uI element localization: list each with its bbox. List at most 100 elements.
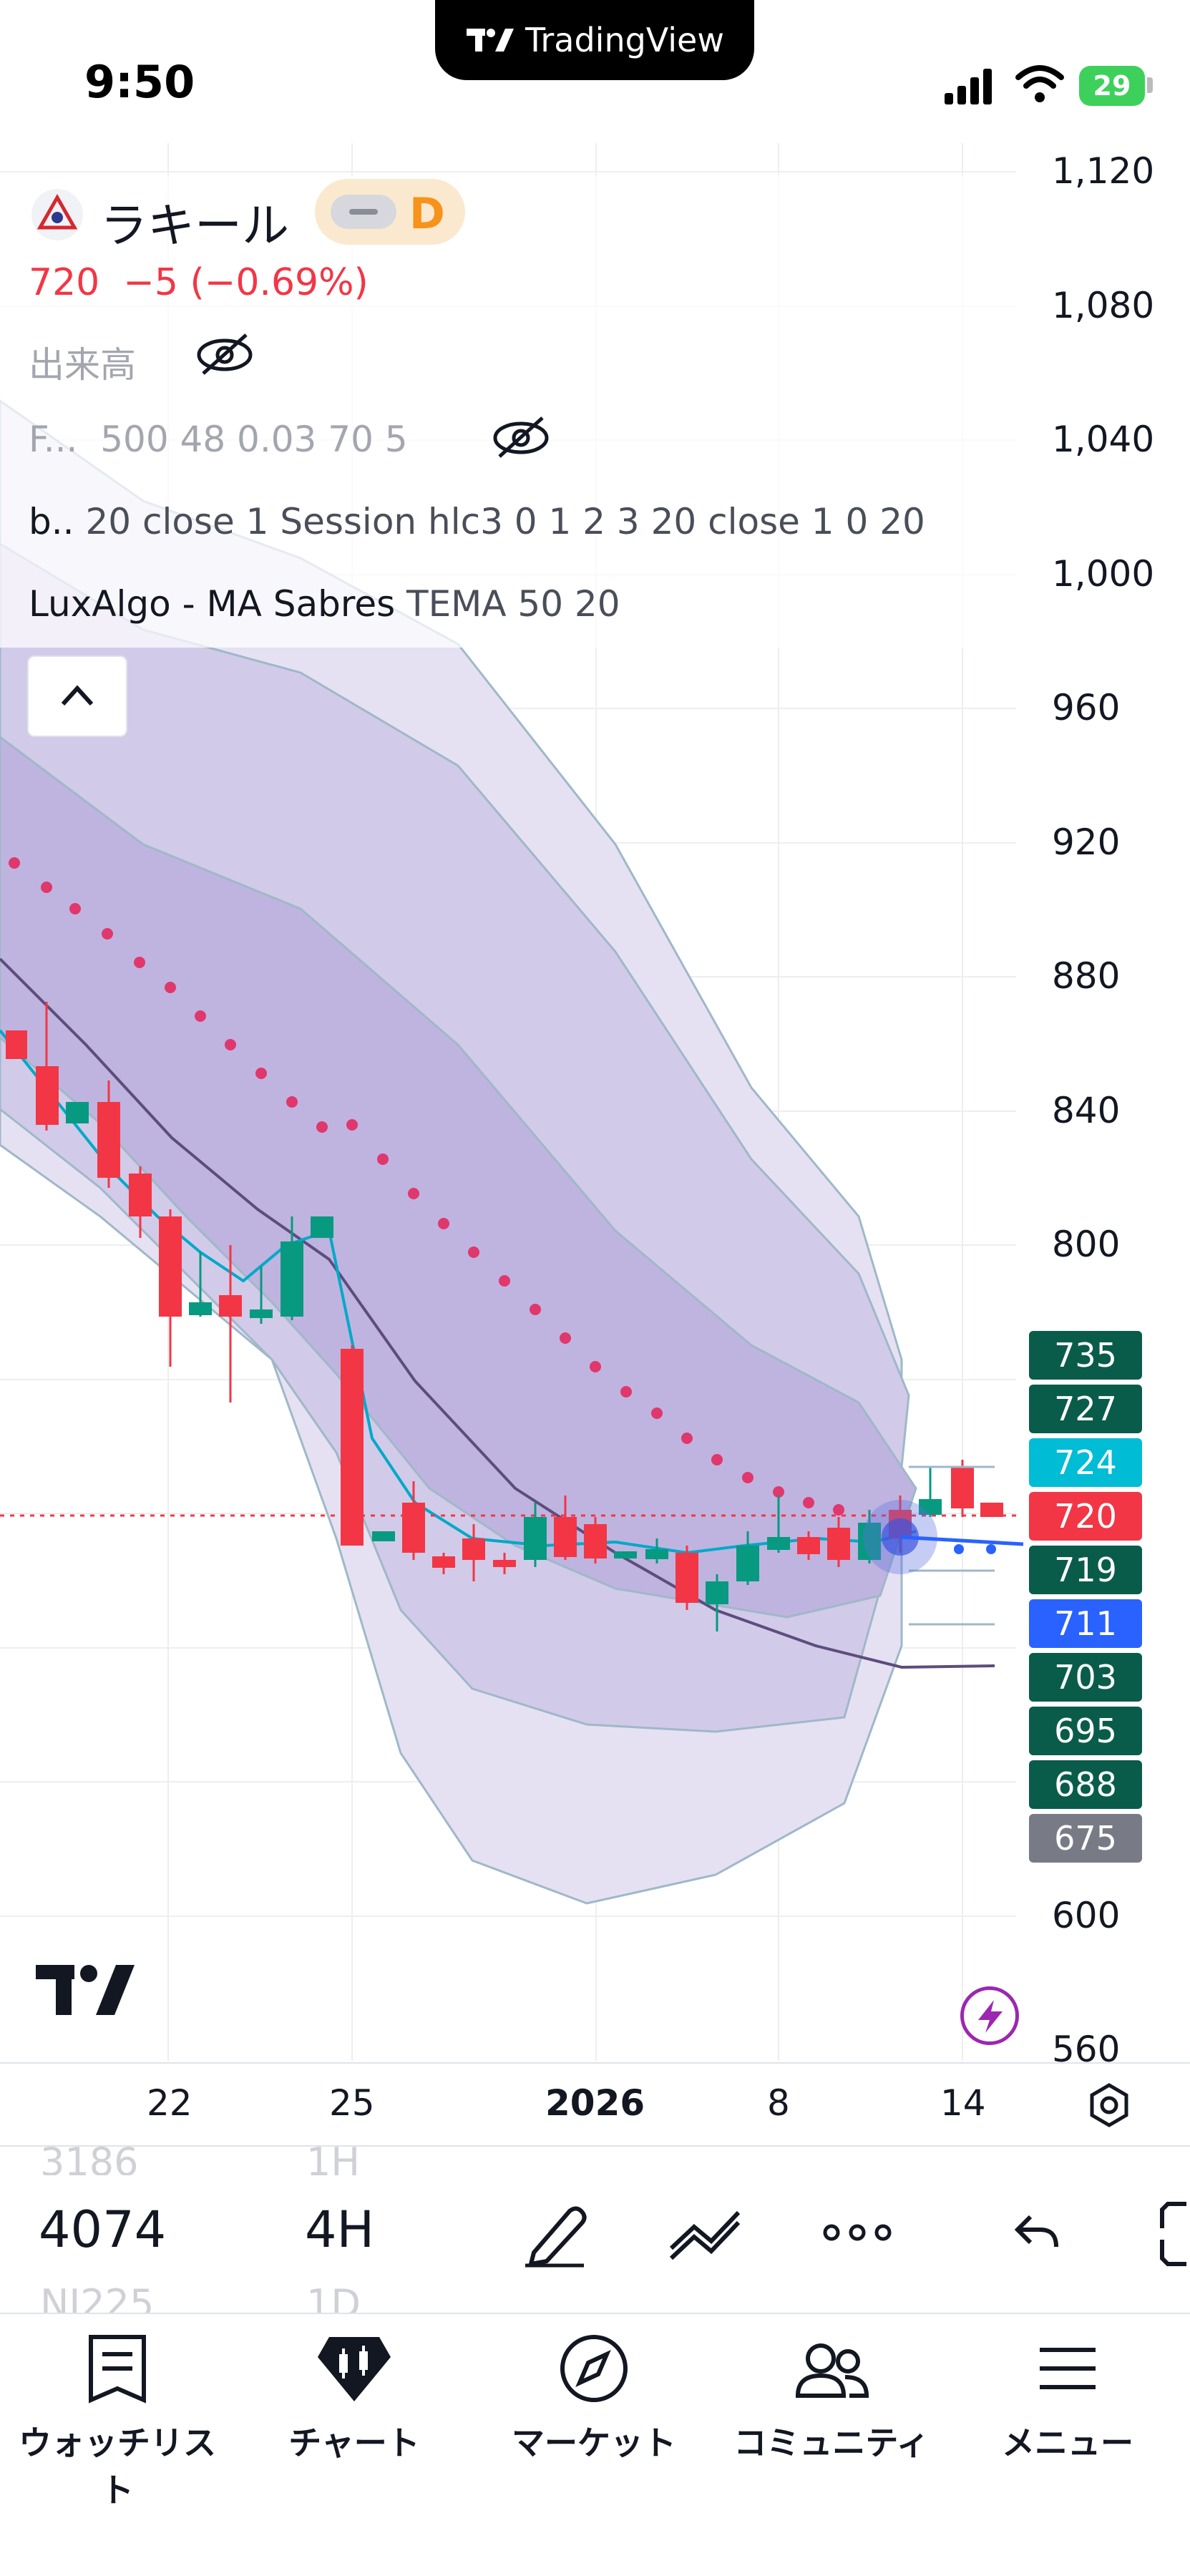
price-badge: 735 xyxy=(1029,1331,1142,1380)
wifi-icon xyxy=(1015,65,1064,102)
time-axis-label: 22 xyxy=(147,2082,192,2124)
candle xyxy=(493,1560,516,1567)
price-axis-label: 1,120 xyxy=(1052,150,1155,192)
nav-divider xyxy=(0,2313,1190,2314)
app-title: TradingView xyxy=(525,21,724,59)
candle xyxy=(97,1102,120,1178)
candle xyxy=(554,1517,577,1557)
candle xyxy=(706,1581,728,1604)
candle xyxy=(584,1524,607,1558)
price-badge: 720 xyxy=(1029,1492,1142,1541)
battery-tip xyxy=(1147,77,1153,93)
nav-community[interactable]: コミュニティ xyxy=(724,2333,939,2464)
volume-legend[interactable]: 出来高 xyxy=(29,344,136,386)
price-badge: 695 xyxy=(1029,1707,1142,1755)
price-axis-label: 880 xyxy=(1052,955,1121,997)
price-badge: 711 xyxy=(1029,1599,1142,1648)
tema-line xyxy=(0,957,995,1669)
indicator-b-name: b.. xyxy=(29,501,74,542)
luxalgo-params: TEMA 50 20 xyxy=(406,583,620,625)
candle xyxy=(858,1523,881,1560)
nav-label: チャート xyxy=(288,2424,420,2462)
more-icon[interactable] xyxy=(821,2218,893,2247)
eye-off-icon[interactable] xyxy=(195,331,255,379)
symbol-wheel-prev[interactable]: 3186 xyxy=(40,2140,139,2175)
nav-watchlist[interactable]: ウォッチリスト xyxy=(10,2333,225,2512)
nav-menu[interactable]: メニュー xyxy=(960,2333,1175,2464)
candles xyxy=(6,1002,1003,1631)
indicator-b-legend[interactable]: b.. 20 close 1 Session hlc3 0 1 2 3 20 c… xyxy=(29,501,1010,542)
lightning-icon xyxy=(978,2000,1003,2033)
symbol-logo-icon xyxy=(31,189,83,240)
toolbar-divider xyxy=(0,2145,1190,2147)
chevron-up-icon xyxy=(61,685,94,706)
price-axis-label: 1,040 xyxy=(1052,419,1155,460)
legend-panel xyxy=(0,175,1023,648)
indicator-b-params: 20 close 1 Session hlc3 0 1 2 3 20 close… xyxy=(85,501,925,542)
minus-icon xyxy=(349,209,378,215)
interval-wheel-prev[interactable]: 1H xyxy=(306,2140,360,2175)
candle xyxy=(281,1241,303,1317)
candle xyxy=(462,1538,485,1560)
indicator-f-legend[interactable]: F... 500 48 0.03 70 5 xyxy=(29,419,408,460)
symbol-wheel-current[interactable]: 4074 xyxy=(39,2200,167,2259)
pen-tool-icon[interactable] xyxy=(520,2197,591,2268)
eye-off-icon[interactable] xyxy=(491,414,551,462)
nav-market[interactable]: マーケット xyxy=(487,2333,701,2464)
price-change: 720 −5 (−0.69%) xyxy=(29,261,369,304)
candle xyxy=(645,1549,668,1559)
symbol-wheel-next[interactable]: NI225 xyxy=(40,2281,155,2314)
candle xyxy=(311,1216,333,1238)
candle xyxy=(341,1349,364,1546)
candle xyxy=(250,1309,273,1318)
price-axis-label: 840 xyxy=(1052,1090,1121,1131)
luxalgo-legend[interactable]: LuxAlgo - MA Sabres TEMA 50 20 xyxy=(29,583,620,625)
community-icon xyxy=(795,2343,869,2398)
compass-icon xyxy=(560,2335,628,2402)
nav-chart[interactable]: チャート xyxy=(247,2333,462,2464)
candle xyxy=(827,1528,850,1560)
time-axis-label: 2026 xyxy=(545,2082,645,2124)
symbol-badges: D xyxy=(315,179,465,245)
signal-dots xyxy=(9,857,844,1516)
chart-canvas[interactable] xyxy=(0,143,1190,2075)
collapse-legend-button[interactable] xyxy=(27,655,127,737)
time-axis-label: 14 xyxy=(940,2082,986,2124)
interval-wheel-current[interactable]: 4H xyxy=(305,2200,375,2259)
candle xyxy=(432,1556,455,1568)
price-badge: 675 xyxy=(1029,1814,1142,1863)
fullscreen-icon[interactable] xyxy=(1158,2200,1190,2268)
status-time: 9:50 xyxy=(84,56,195,108)
watchlist-icon xyxy=(89,2335,146,2404)
market-status-badge xyxy=(331,195,396,229)
candle xyxy=(676,1553,698,1603)
symbol-name[interactable]: ラキール xyxy=(100,198,289,253)
price-badge: 688 xyxy=(1029,1760,1142,1809)
candle xyxy=(524,1517,547,1560)
price-badge: 703 xyxy=(1029,1653,1142,1702)
candle xyxy=(159,1216,182,1317)
band-extensions xyxy=(909,1465,995,1626)
signal-icon xyxy=(945,69,992,104)
drawing-tools-icon[interactable] xyxy=(667,2205,746,2263)
interval-wheel-next[interactable]: 1D xyxy=(306,2281,361,2314)
price-axis-label: 1,080 xyxy=(1052,285,1155,326)
candle xyxy=(402,1503,425,1553)
candle xyxy=(36,1066,59,1125)
nav-label: メニュー xyxy=(1002,2424,1133,2462)
battery-indicator: 29 xyxy=(1079,66,1145,106)
price-axis-label: 600 xyxy=(1052,1895,1121,1936)
lightning-button[interactable] xyxy=(960,1986,1019,2045)
nav-label: コミュニティ xyxy=(733,2424,930,2462)
candle xyxy=(219,1295,242,1317)
time-axis-label: 25 xyxy=(329,2082,375,2124)
price-badge: 727 xyxy=(1029,1385,1142,1433)
interval-badge: D xyxy=(409,189,445,239)
chart-settings-icon[interactable] xyxy=(1086,2082,1132,2128)
candle xyxy=(372,1531,395,1541)
price-axis-label: 960 xyxy=(1052,687,1121,728)
undo-icon[interactable] xyxy=(1012,2211,1062,2254)
candle xyxy=(129,1174,152,1216)
tradingview-watermark-icon xyxy=(36,1965,135,2015)
price-axis-label: 800 xyxy=(1052,1224,1121,1265)
